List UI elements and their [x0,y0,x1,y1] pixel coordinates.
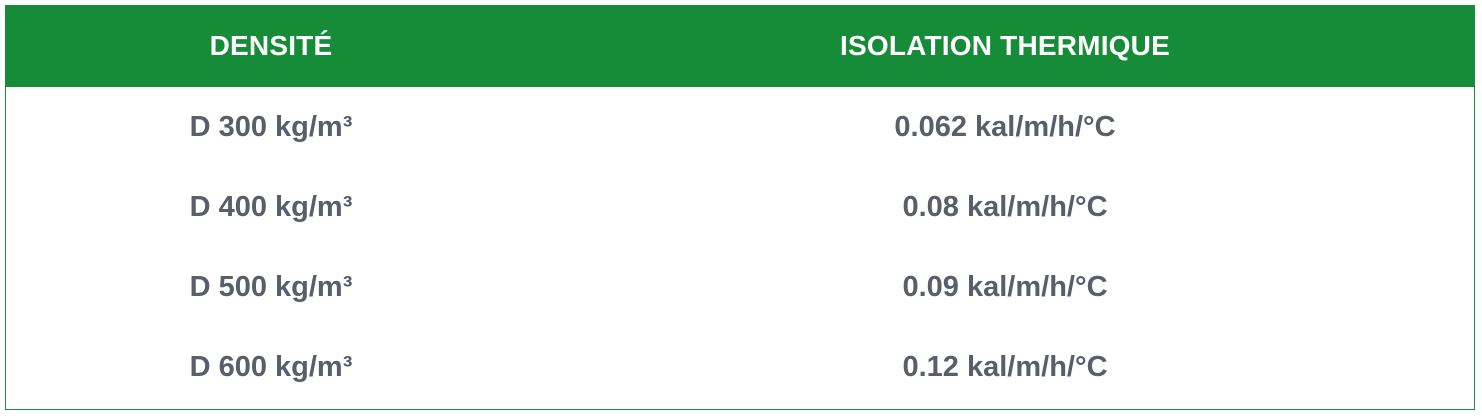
density-cell: D 400 kg/m³ [189,190,353,223]
table-row: D 600 kg/m³ 0.12 kal/m/h/°C [6,327,1474,407]
density-insulation-table: DENSITÉ ISOLATION THERMIQUE D 300 kg/m³ … [5,5,1475,410]
insulation-cell: 0.12 kal/m/h/°C [902,350,1108,383]
density-cell: D 500 kg/m³ [189,270,353,303]
table-row: D 400 kg/m³ 0.08 kal/m/h/°C [6,167,1474,247]
density-cell: D 300 kg/m³ [189,110,353,143]
column-header-thermal-insulation: ISOLATION THERMIQUE [840,30,1170,61]
insulation-cell: 0.062 kal/m/h/°C [894,110,1116,143]
insulation-cell: 0.08 kal/m/h/°C [902,190,1108,223]
table-row: D 500 kg/m³ 0.09 kal/m/h/°C [6,247,1474,327]
insulation-cell: 0.09 kal/m/h/°C [902,270,1108,303]
density-cell: D 600 kg/m³ [189,350,353,383]
table-body: D 300 kg/m³ 0.062 kal/m/h/°C D 400 kg/m³… [6,87,1474,407]
table-header: DENSITÉ ISOLATION THERMIQUE [6,5,1474,87]
column-header-density: DENSITÉ [209,30,333,61]
table-row: D 300 kg/m³ 0.062 kal/m/h/°C [6,87,1474,167]
